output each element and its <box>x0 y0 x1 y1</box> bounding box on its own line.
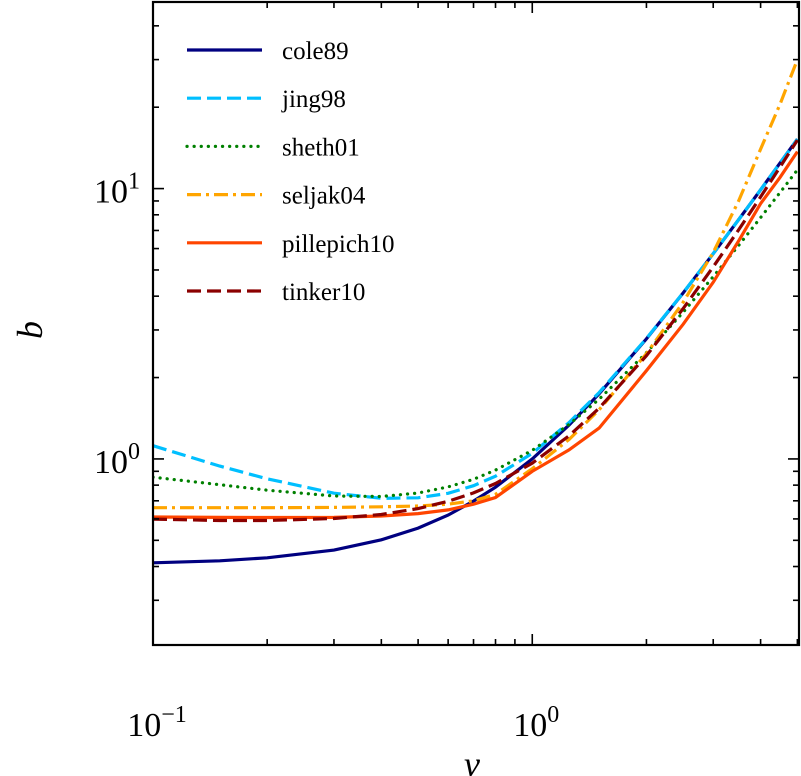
legend-label: tinker10 <box>282 279 365 306</box>
legend-label: cole89 <box>282 38 349 65</box>
x-tick-label: 100 <box>513 702 559 744</box>
y-tick-label: 100 <box>94 439 140 481</box>
series-seljak04 <box>153 59 799 510</box>
legend-label: pillepich10 <box>282 231 394 258</box>
legend-label: sheth01 <box>282 134 360 161</box>
x-axis-label: ν <box>464 744 480 776</box>
tick-label-layer: 10−1 100 100 101 <box>94 169 559 744</box>
legend-entry-pillepich10: pillepich10 <box>187 231 394 258</box>
series-pillepich10 <box>153 150 799 520</box>
series-tinker10 <box>153 139 799 523</box>
series-cole89 <box>153 138 799 565</box>
legend: cole89 jing98 sheth01 seljak04 pillepich10 ti… <box>185 38 394 306</box>
x-tick-label: 10−1 <box>127 702 187 744</box>
legend-entry-seljak04: seljak04 <box>187 183 366 210</box>
y-axis-label: b <box>10 321 50 339</box>
legend-label: seljak04 <box>282 183 366 210</box>
legend-label: jing98 <box>281 86 346 113</box>
plot-frame <box>151 0 801 647</box>
legend-entry-cole89: cole89 <box>187 38 349 65</box>
legend-entry-jing98: jing98 <box>187 86 346 113</box>
y-tick-label: 101 <box>94 169 140 211</box>
series-layer <box>153 59 799 565</box>
series-sheth01 <box>153 168 799 499</box>
legend-entry-sheth01: sheth01 <box>185 134 360 161</box>
legend-entry-tinker10: tinker10 <box>187 279 365 306</box>
series-jing98 <box>153 138 799 500</box>
